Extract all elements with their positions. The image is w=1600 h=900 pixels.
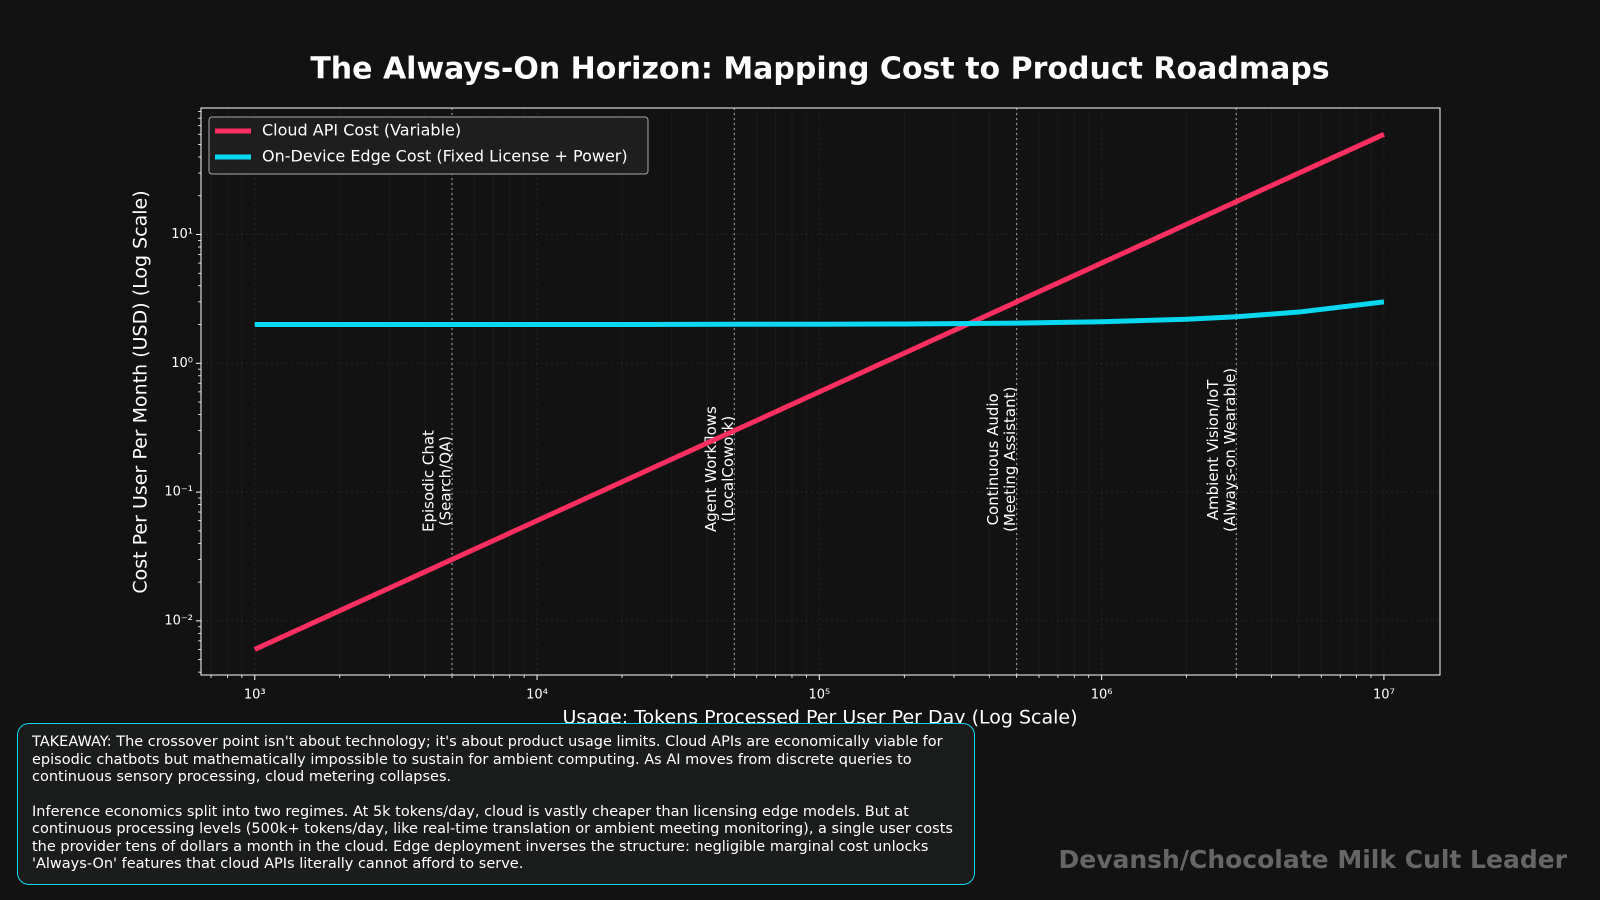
legend: Cloud API Cost (Variable) On-Device Edge … xyxy=(208,116,649,175)
x-tick-label: 10⁴ xyxy=(526,688,548,703)
watermark: Devansh/Chocolate Milk Cult Leader xyxy=(1058,845,1568,874)
legend-label: On-Device Edge Cost (Fixed License + Pow… xyxy=(262,147,628,166)
x-tick-label: 10⁷ xyxy=(1373,688,1395,703)
y-tick-label: 10⁰ xyxy=(171,356,193,371)
legend-box xyxy=(208,116,649,175)
takeaway-box: TAKEAWAY: The crossover point isn't abou… xyxy=(17,723,975,885)
x-tick-label: 10³ xyxy=(244,688,266,703)
annotation-label: (LocalCowork) xyxy=(719,416,737,523)
y-axis-label: Cost Per User Per Month (USD) (Log Scale… xyxy=(130,190,152,593)
y-tick-label: 10⁻² xyxy=(164,613,193,628)
annotation-label: (Search/QA) xyxy=(437,436,455,526)
annotation-label: Agent Workflows xyxy=(702,406,720,532)
annotation-label: (Meeting Assistant) xyxy=(1001,387,1019,532)
y-tick-label: 10¹ xyxy=(171,227,193,242)
chart-title: The Always-On Horizon: Mapping Cost to P… xyxy=(310,52,1329,87)
series-line xyxy=(254,299,1385,328)
x-tick-label: 10⁵ xyxy=(808,688,830,703)
series-line xyxy=(253,132,1385,652)
annotation-label: Continuous Audio xyxy=(984,393,1002,525)
y-tick-label: 10⁻¹ xyxy=(164,485,193,500)
annotation-label: Ambient Vision/IoT xyxy=(1204,379,1222,520)
plot-frame xyxy=(200,107,1441,676)
takeaway-text: Inference economics split into two regim… xyxy=(32,803,953,873)
annotation-label: Episodic Chat xyxy=(420,430,438,532)
takeaway-text: TAKEAWAY: The crossover point isn't abou… xyxy=(32,734,943,785)
x-tick-label: 10⁶ xyxy=(1091,688,1113,703)
annotation-label: (Always-on Wearable) xyxy=(1221,368,1239,532)
legend-label: Cloud API Cost (Variable) xyxy=(262,121,461,140)
